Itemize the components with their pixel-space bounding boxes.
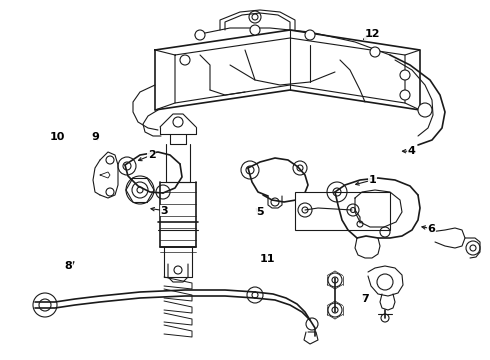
Text: 7: 7 <box>361 294 369 304</box>
Circle shape <box>250 25 260 35</box>
Bar <box>295 192 390 230</box>
Circle shape <box>195 30 205 40</box>
Circle shape <box>418 103 432 117</box>
Text: 4: 4 <box>408 146 416 156</box>
Text: 11: 11 <box>259 254 275 264</box>
Text: 2: 2 <box>148 150 156 160</box>
Text: 3: 3 <box>160 206 168 216</box>
Circle shape <box>370 47 380 57</box>
Text: 9: 9 <box>92 132 99 142</box>
Text: 12: 12 <box>365 29 380 39</box>
Circle shape <box>305 30 315 40</box>
Text: 6: 6 <box>427 224 435 234</box>
Circle shape <box>180 55 190 65</box>
Text: 1: 1 <box>368 175 376 185</box>
Text: 5: 5 <box>256 207 264 217</box>
Circle shape <box>400 70 410 80</box>
Circle shape <box>400 90 410 100</box>
Text: 10: 10 <box>50 132 66 142</box>
Text: 8: 8 <box>65 261 73 271</box>
